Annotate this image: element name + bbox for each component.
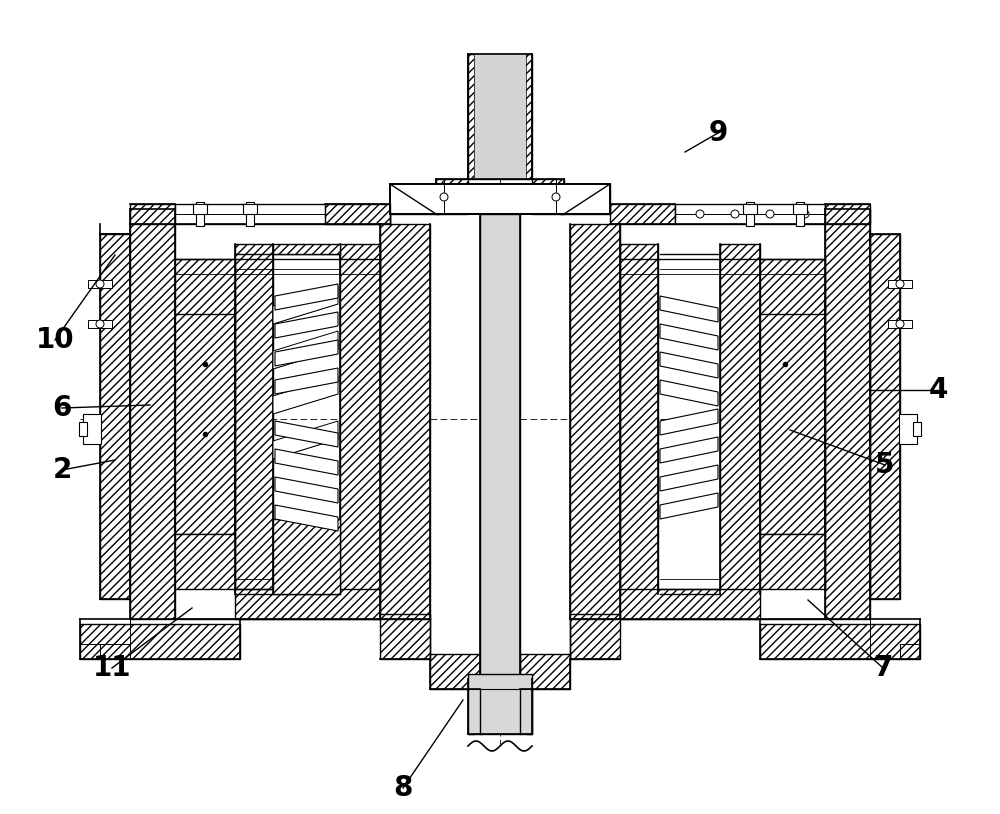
Bar	[760, 259, 825, 314]
Bar	[430, 654, 480, 689]
Bar	[570, 224, 620, 619]
Text: 10: 10	[36, 326, 74, 354]
Circle shape	[440, 193, 448, 201]
Text: 11: 11	[93, 654, 131, 682]
Bar	[825, 209, 870, 619]
Polygon shape	[275, 340, 338, 366]
Bar	[175, 204, 390, 224]
Bar	[390, 184, 440, 214]
Bar	[620, 244, 658, 594]
Bar	[870, 234, 900, 599]
Bar	[888, 280, 912, 288]
Bar	[468, 684, 474, 734]
Bar	[273, 519, 340, 594]
Bar	[325, 204, 390, 224]
Bar	[560, 184, 610, 214]
Bar	[760, 534, 825, 589]
Bar	[193, 204, 207, 214]
Bar	[796, 202, 804, 226]
Bar	[196, 202, 204, 226]
Circle shape	[896, 280, 904, 288]
Bar	[793, 204, 807, 214]
Polygon shape	[273, 286, 338, 324]
Polygon shape	[273, 376, 338, 414]
Circle shape	[801, 210, 809, 218]
Bar	[380, 614, 430, 659]
Bar	[246, 202, 254, 226]
Text: 8: 8	[393, 774, 413, 802]
Bar	[760, 304, 825, 534]
Polygon shape	[660, 465, 718, 491]
Bar	[468, 54, 532, 179]
Circle shape	[552, 193, 560, 201]
Polygon shape	[275, 312, 338, 338]
Bar	[825, 204, 870, 224]
Polygon shape	[660, 352, 718, 378]
Polygon shape	[275, 477, 338, 503]
Text: 2: 2	[52, 456, 72, 484]
Bar	[520, 654, 570, 689]
Bar	[436, 179, 468, 214]
Bar	[570, 614, 620, 659]
Polygon shape	[273, 331, 338, 369]
Text: 6: 6	[52, 394, 72, 422]
Polygon shape	[275, 449, 338, 475]
Bar	[175, 259, 235, 314]
Text: 9: 9	[708, 119, 728, 147]
Bar	[743, 204, 757, 214]
Bar	[340, 244, 380, 594]
Bar	[130, 204, 175, 224]
Polygon shape	[275, 421, 338, 447]
Bar	[235, 589, 380, 619]
Text: 7: 7	[873, 654, 893, 682]
Bar	[468, 54, 532, 179]
Bar	[175, 304, 235, 534]
Bar	[80, 624, 240, 659]
Bar	[746, 202, 754, 226]
Bar	[888, 320, 912, 328]
Polygon shape	[660, 409, 718, 435]
Bar	[760, 624, 920, 659]
Bar	[913, 422, 921, 436]
Bar	[83, 414, 101, 444]
Circle shape	[896, 320, 904, 328]
Polygon shape	[660, 296, 718, 322]
Polygon shape	[275, 505, 338, 531]
Bar	[532, 179, 564, 214]
Circle shape	[96, 280, 104, 288]
Bar	[79, 422, 87, 436]
Bar	[130, 209, 175, 619]
Bar	[610, 204, 675, 224]
Bar	[526, 684, 532, 734]
Text: 4: 4	[928, 376, 948, 404]
Bar	[380, 224, 430, 619]
Circle shape	[696, 210, 704, 218]
Bar	[474, 54, 526, 179]
Polygon shape	[660, 437, 718, 463]
Bar	[88, 280, 112, 288]
Bar	[480, 214, 520, 684]
Polygon shape	[660, 493, 718, 519]
Bar	[175, 534, 235, 589]
Polygon shape	[275, 368, 338, 394]
Text: 5: 5	[875, 451, 895, 479]
Bar	[243, 204, 257, 214]
Bar	[620, 589, 760, 619]
Bar	[720, 244, 760, 594]
Bar	[273, 244, 340, 254]
Polygon shape	[660, 380, 718, 406]
Bar	[468, 674, 532, 734]
Bar	[100, 234, 130, 599]
Bar	[899, 414, 917, 444]
Circle shape	[96, 320, 104, 328]
Circle shape	[766, 210, 774, 218]
Bar	[675, 204, 825, 224]
Polygon shape	[273, 421, 338, 459]
Polygon shape	[275, 284, 338, 310]
Circle shape	[731, 210, 739, 218]
Polygon shape	[660, 324, 718, 350]
Bar	[88, 320, 112, 328]
Bar	[390, 184, 610, 214]
Bar	[235, 244, 273, 594]
